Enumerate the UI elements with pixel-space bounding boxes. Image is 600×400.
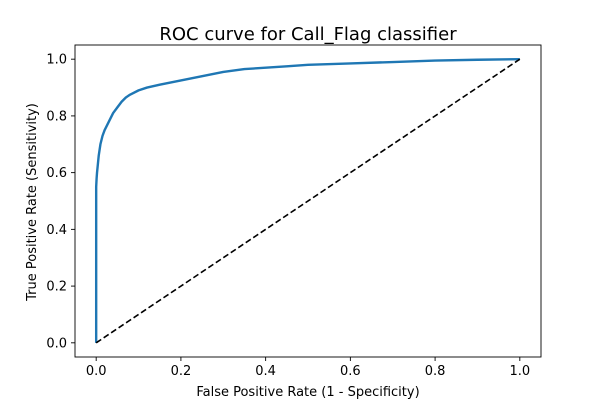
- x-tick-label: 0.4: [255, 364, 276, 379]
- reference-diagonal-line: [95, 58, 521, 344]
- x-tick-label: 1.0: [509, 364, 530, 379]
- y-tick-label: 1.0: [46, 53, 67, 68]
- y-tick-label: 0.0: [46, 336, 67, 351]
- y-tick-label: 0.4: [46, 223, 67, 238]
- x-tick-label: 0.0: [86, 364, 107, 379]
- y-tick-label: 0.6: [46, 166, 67, 181]
- roc-curve-line: [94, 57, 520, 343]
- x-tick-label: 0.6: [340, 364, 361, 379]
- x-axis-label: False Positive Rate (1 - Specificity): [196, 385, 419, 400]
- y-tick-label: 0.8: [46, 109, 67, 124]
- x-tick-label: 0.2: [171, 364, 192, 379]
- x-tick-label: 0.8: [425, 364, 446, 379]
- chart-title: ROC curve for Call_Flag classifier: [159, 24, 457, 45]
- y-axis-label: True Positive Rate (Sensitivity): [25, 103, 40, 302]
- y-tick-label: 0.2: [46, 280, 67, 295]
- plot-frame: [74, 44, 542, 358]
- plot-area: 0.0 0.2 0.4 0.6 0.8 1.0 0.0 0.2 0.4 0.6 0.8 1.0: [46, 44, 542, 379]
